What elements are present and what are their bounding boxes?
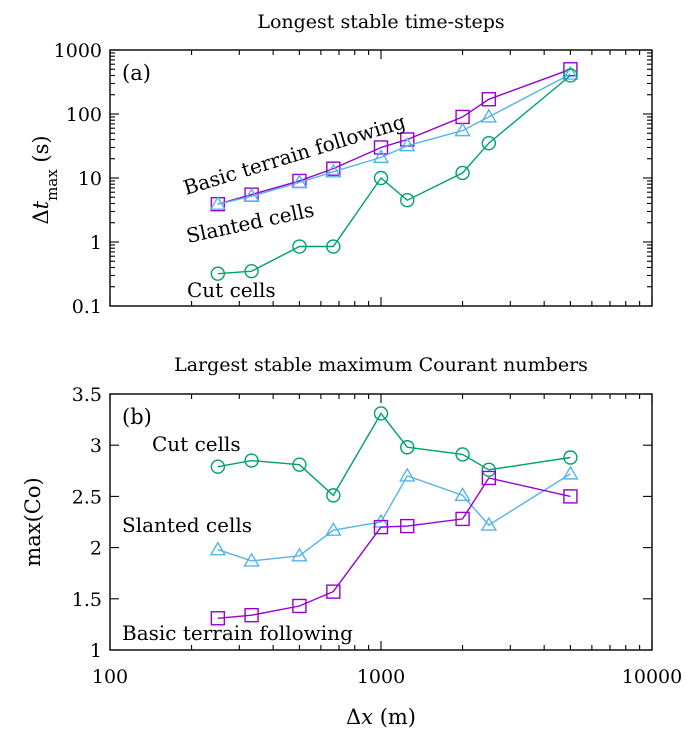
panel-a-point-slanted-cells xyxy=(209,195,227,210)
panel-a-point-slanted-cells xyxy=(325,163,342,178)
panel-b-point-slanted-cells xyxy=(209,541,227,556)
panel-a-series-line-cut-cells xyxy=(217,74,571,275)
panel-a-y-tick-label: 0.1 xyxy=(72,296,102,318)
panel-b-title: Largest stable maximum Courant numbers xyxy=(174,354,588,376)
panel-a-point-cut-cells xyxy=(210,266,226,281)
panel-b-point-basic-terrain-following xyxy=(244,607,259,623)
panel-a-point-cut-cells xyxy=(292,239,307,254)
panel-a-point-slanted-cells xyxy=(480,108,498,123)
panel-b-series-line-slanted-cells xyxy=(217,473,571,562)
panel-b-y-tick-label: 1 xyxy=(90,640,102,662)
panel-b-axes: 100 1000 10000 1 1.5 2 2.5 3 3.5 xyxy=(72,384,682,688)
panel-b-panel-label: (b) xyxy=(122,405,152,429)
panel-a-point-slanted-cells xyxy=(372,148,390,164)
panel-b-x-label: Δx (m) xyxy=(346,705,416,729)
panel-b-point-basic-terrain-following xyxy=(210,611,226,626)
panel-a-annotation-cut-cells: Cut cells xyxy=(187,278,276,302)
panel-a-title: Longest stable time-steps xyxy=(257,11,504,33)
panel-b-point-cut-cells xyxy=(400,440,415,455)
panel-b: Largest stable maximum Courant numbers (… xyxy=(21,354,682,729)
panel-b-point-basic-terrain-following xyxy=(455,511,470,527)
panel-b-annotation-basic-terrain-following: Basic terrain following xyxy=(122,621,353,645)
panel-a-point-basic-terrain-following xyxy=(326,161,341,176)
panel-b-y-tick-label: 2 xyxy=(90,538,102,560)
panel-a-point-cut-cells xyxy=(455,165,470,181)
panel-b-y-tick-label: 2.5 xyxy=(72,486,102,508)
panel-a-y-tick-label: 100 xyxy=(66,104,102,126)
panel-b-point-cut-cells xyxy=(563,450,578,465)
panel-b-point-cut-cells xyxy=(373,406,389,421)
panel-b-x-tick-label: 10000 xyxy=(622,666,682,688)
panel-b-series-line-cut-cells xyxy=(217,412,571,497)
panel-b-point-cut-cells xyxy=(455,447,470,462)
panel-a-point-slanted-cells xyxy=(562,65,579,80)
panel-a-series xyxy=(209,62,579,281)
panel-a: Longest stable time-steps (a) Δtmax (s) … xyxy=(29,11,653,318)
panel-b-series xyxy=(209,406,579,626)
panel-a-point-cut-cells xyxy=(481,135,497,151)
panel-a-point-basic-terrain-following xyxy=(481,92,497,107)
panel-b-series-line-basic-terrain-following xyxy=(217,477,571,619)
panel-b-point-slanted-cells xyxy=(454,486,471,502)
panel-b-point-slanted-cells xyxy=(562,465,579,480)
panel-a-point-slanted-cells xyxy=(243,187,260,202)
panel-b-point-basic-terrain-following xyxy=(326,584,341,599)
panel-b-point-cut-cells xyxy=(292,457,307,472)
panel-b-y-tick-label: 1.5 xyxy=(72,589,102,611)
panel-b-annotation-slanted-cells: Slanted cells xyxy=(122,513,252,537)
panel-a-y-label: Δtmax (s) xyxy=(29,135,61,224)
panel-a-point-slanted-cells xyxy=(399,137,416,152)
panel-b-point-cut-cells xyxy=(210,459,226,474)
panel-a-point-cut-cells xyxy=(326,239,341,254)
panel-b-point-basic-terrain-following xyxy=(563,489,578,504)
panel-b-point-cut-cells xyxy=(326,488,341,503)
panel-b-point-basic-terrain-following xyxy=(481,470,497,486)
panel-b-point-slanted-cells xyxy=(291,547,308,562)
panel-b-y-tick-label: 3.5 xyxy=(72,384,102,406)
panel-b-x-tick-label: 100 xyxy=(92,666,128,688)
panel-b-point-slanted-cells xyxy=(325,521,342,536)
panel-a-point-slanted-cells xyxy=(454,122,471,137)
panel-b-point-basic-terrain-following xyxy=(292,598,307,614)
panel-b-point-slanted-cells xyxy=(243,552,260,567)
panel-b-annotation-cut-cells: Cut cells xyxy=(152,432,241,456)
panel-a-point-cut-cells xyxy=(373,170,389,186)
panel-b-point-slanted-cells xyxy=(480,516,498,531)
panel-a-point-slanted-cells xyxy=(291,174,308,189)
panel-b-point-cut-cells xyxy=(244,453,259,468)
panel-a-point-cut-cells xyxy=(400,192,415,208)
panel-b-y-label: max(Co) xyxy=(21,477,45,566)
panel-a-series-line-basic-terrain-following xyxy=(217,68,571,205)
panel-a-panel-label: (a) xyxy=(122,61,151,85)
panel-a-series-line-slanted-cells xyxy=(217,73,571,205)
panel-a-point-cut-cells xyxy=(563,68,578,83)
panel-b-point-basic-terrain-following xyxy=(373,519,389,535)
panel-b-x-tick-label: 1000 xyxy=(357,666,405,688)
panel-b-point-cut-cells xyxy=(481,462,497,477)
panel-a-point-basic-terrain-following xyxy=(373,140,389,155)
panel-b-y-tick-label: 3 xyxy=(90,435,102,457)
panel-a-y-tick-label: 10 xyxy=(78,168,102,190)
panel-a-point-cut-cells xyxy=(244,263,259,279)
panel-a-axes: 0.1 1 10 100 1000 xyxy=(54,40,653,318)
panel-b-point-basic-terrain-following xyxy=(400,518,415,534)
panel-a-y-tick-label: 1 xyxy=(90,232,102,254)
panel-a-y-tick-label: 1000 xyxy=(54,40,102,62)
panel-b-point-slanted-cells xyxy=(399,467,416,482)
